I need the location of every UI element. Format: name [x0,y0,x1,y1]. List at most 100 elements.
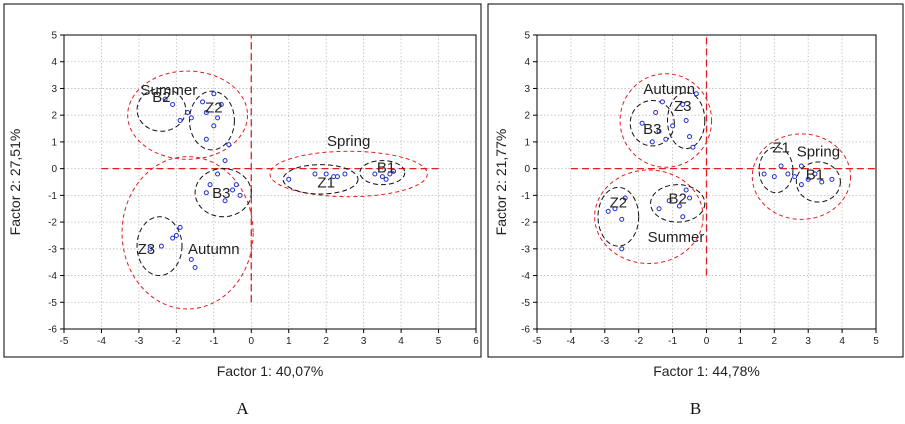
outer-frame [3,3,482,358]
y-tick-label: 0 [524,164,530,175]
data-point [670,123,676,129]
x-tick-label: 2 [772,336,778,347]
x-tick-label: 0 [704,336,710,347]
data-point [177,118,183,124]
season-ellipse [594,169,704,265]
group-label: Autumn [643,81,695,98]
y-tick-label: 2 [524,111,530,122]
data-point [222,198,228,204]
data-point [211,91,217,97]
group-label: B3 [643,121,661,138]
data-point [619,216,625,222]
data-point [656,128,662,134]
data-point [170,101,176,107]
data-point [612,206,618,212]
group-label: Z2 [205,100,223,117]
data-point [771,174,777,180]
panel-label: B [690,399,701,418]
x-tick-label: -2 [172,336,181,347]
data-point [383,176,389,182]
data-point [286,176,292,182]
data-point [342,171,348,177]
y-tick-label: 1 [524,137,530,148]
x-tick-label: 3 [805,336,811,347]
y-tick-label: -4 [48,271,57,282]
x-tick-label: 5 [873,336,879,347]
x-tick-label: -3 [134,336,143,347]
data-point [312,171,318,177]
data-point [334,174,340,180]
x-tick-label: 1 [286,336,292,347]
data-point [683,187,689,193]
data-point [218,101,224,107]
group-label: Z1 [772,140,790,157]
data-point [605,208,611,214]
group-label: Autumn [188,241,240,258]
group-label: B3 [212,185,230,202]
data-point [188,257,194,263]
x-tick-label: 1 [738,336,744,347]
y-tick-label: -6 [521,325,530,336]
x-tick-label: 5 [436,336,442,347]
data-point [387,171,393,177]
data-point [177,224,183,230]
data-point [693,91,699,97]
data-point [812,171,818,177]
data-point [659,99,665,105]
y-tick-label: -2 [48,218,57,229]
y-tick-label: -3 [521,244,530,255]
data-point [203,110,209,116]
data-point [676,203,682,209]
data-point [379,174,385,180]
data-point [778,163,784,169]
x-tick-label: 4 [398,336,404,347]
x-tick-label: 0 [248,336,254,347]
data-point [233,182,239,188]
data-point [687,195,693,201]
data-point [819,179,825,185]
data-point [680,101,686,107]
y-tick-label: 4 [524,57,530,68]
season-ellipse [619,73,713,168]
group-label: B1 [377,160,395,177]
site-ellipse [282,164,359,195]
y-tick-label: -6 [48,325,57,336]
data-point [173,232,179,238]
data-point [323,171,329,177]
y-tick-label: 5 [51,31,57,42]
site-ellipse [359,160,406,186]
data-point [798,163,804,169]
x-tick-label: -5 [533,336,542,347]
data-point [653,110,659,116]
data-point [237,192,243,198]
group-label: Z1 [317,174,335,191]
site-ellipse [194,168,252,218]
y-tick-label: 3 [51,84,57,95]
site-ellipse [650,184,706,223]
y-tick-label: 0 [51,164,57,175]
data-point [226,142,232,148]
site-ellipse [597,186,640,247]
data-point [188,115,194,121]
x-tick-label: -1 [209,336,218,347]
y-axis-label: Factor 2: 27,51% [7,129,23,236]
data-point [211,123,217,129]
x-tick-label: -2 [634,336,643,347]
data-point [203,136,209,142]
x-tick-label: -4 [97,336,106,347]
x-tick-label: 3 [361,336,367,347]
site-ellipse [136,87,187,132]
data-point [649,139,655,145]
data-point [680,214,686,220]
data-point [792,174,798,180]
panel-label: A [236,399,249,418]
x-axis-label: Factor 1: 40,07% [217,363,324,379]
data-point [147,246,153,252]
group-label: Summer [648,229,705,246]
data-point [666,198,672,204]
y-tick-label: -4 [521,271,530,282]
data-point [683,118,689,124]
season-ellipse [121,156,254,310]
site-ellipse [667,91,706,150]
data-point [222,158,228,164]
